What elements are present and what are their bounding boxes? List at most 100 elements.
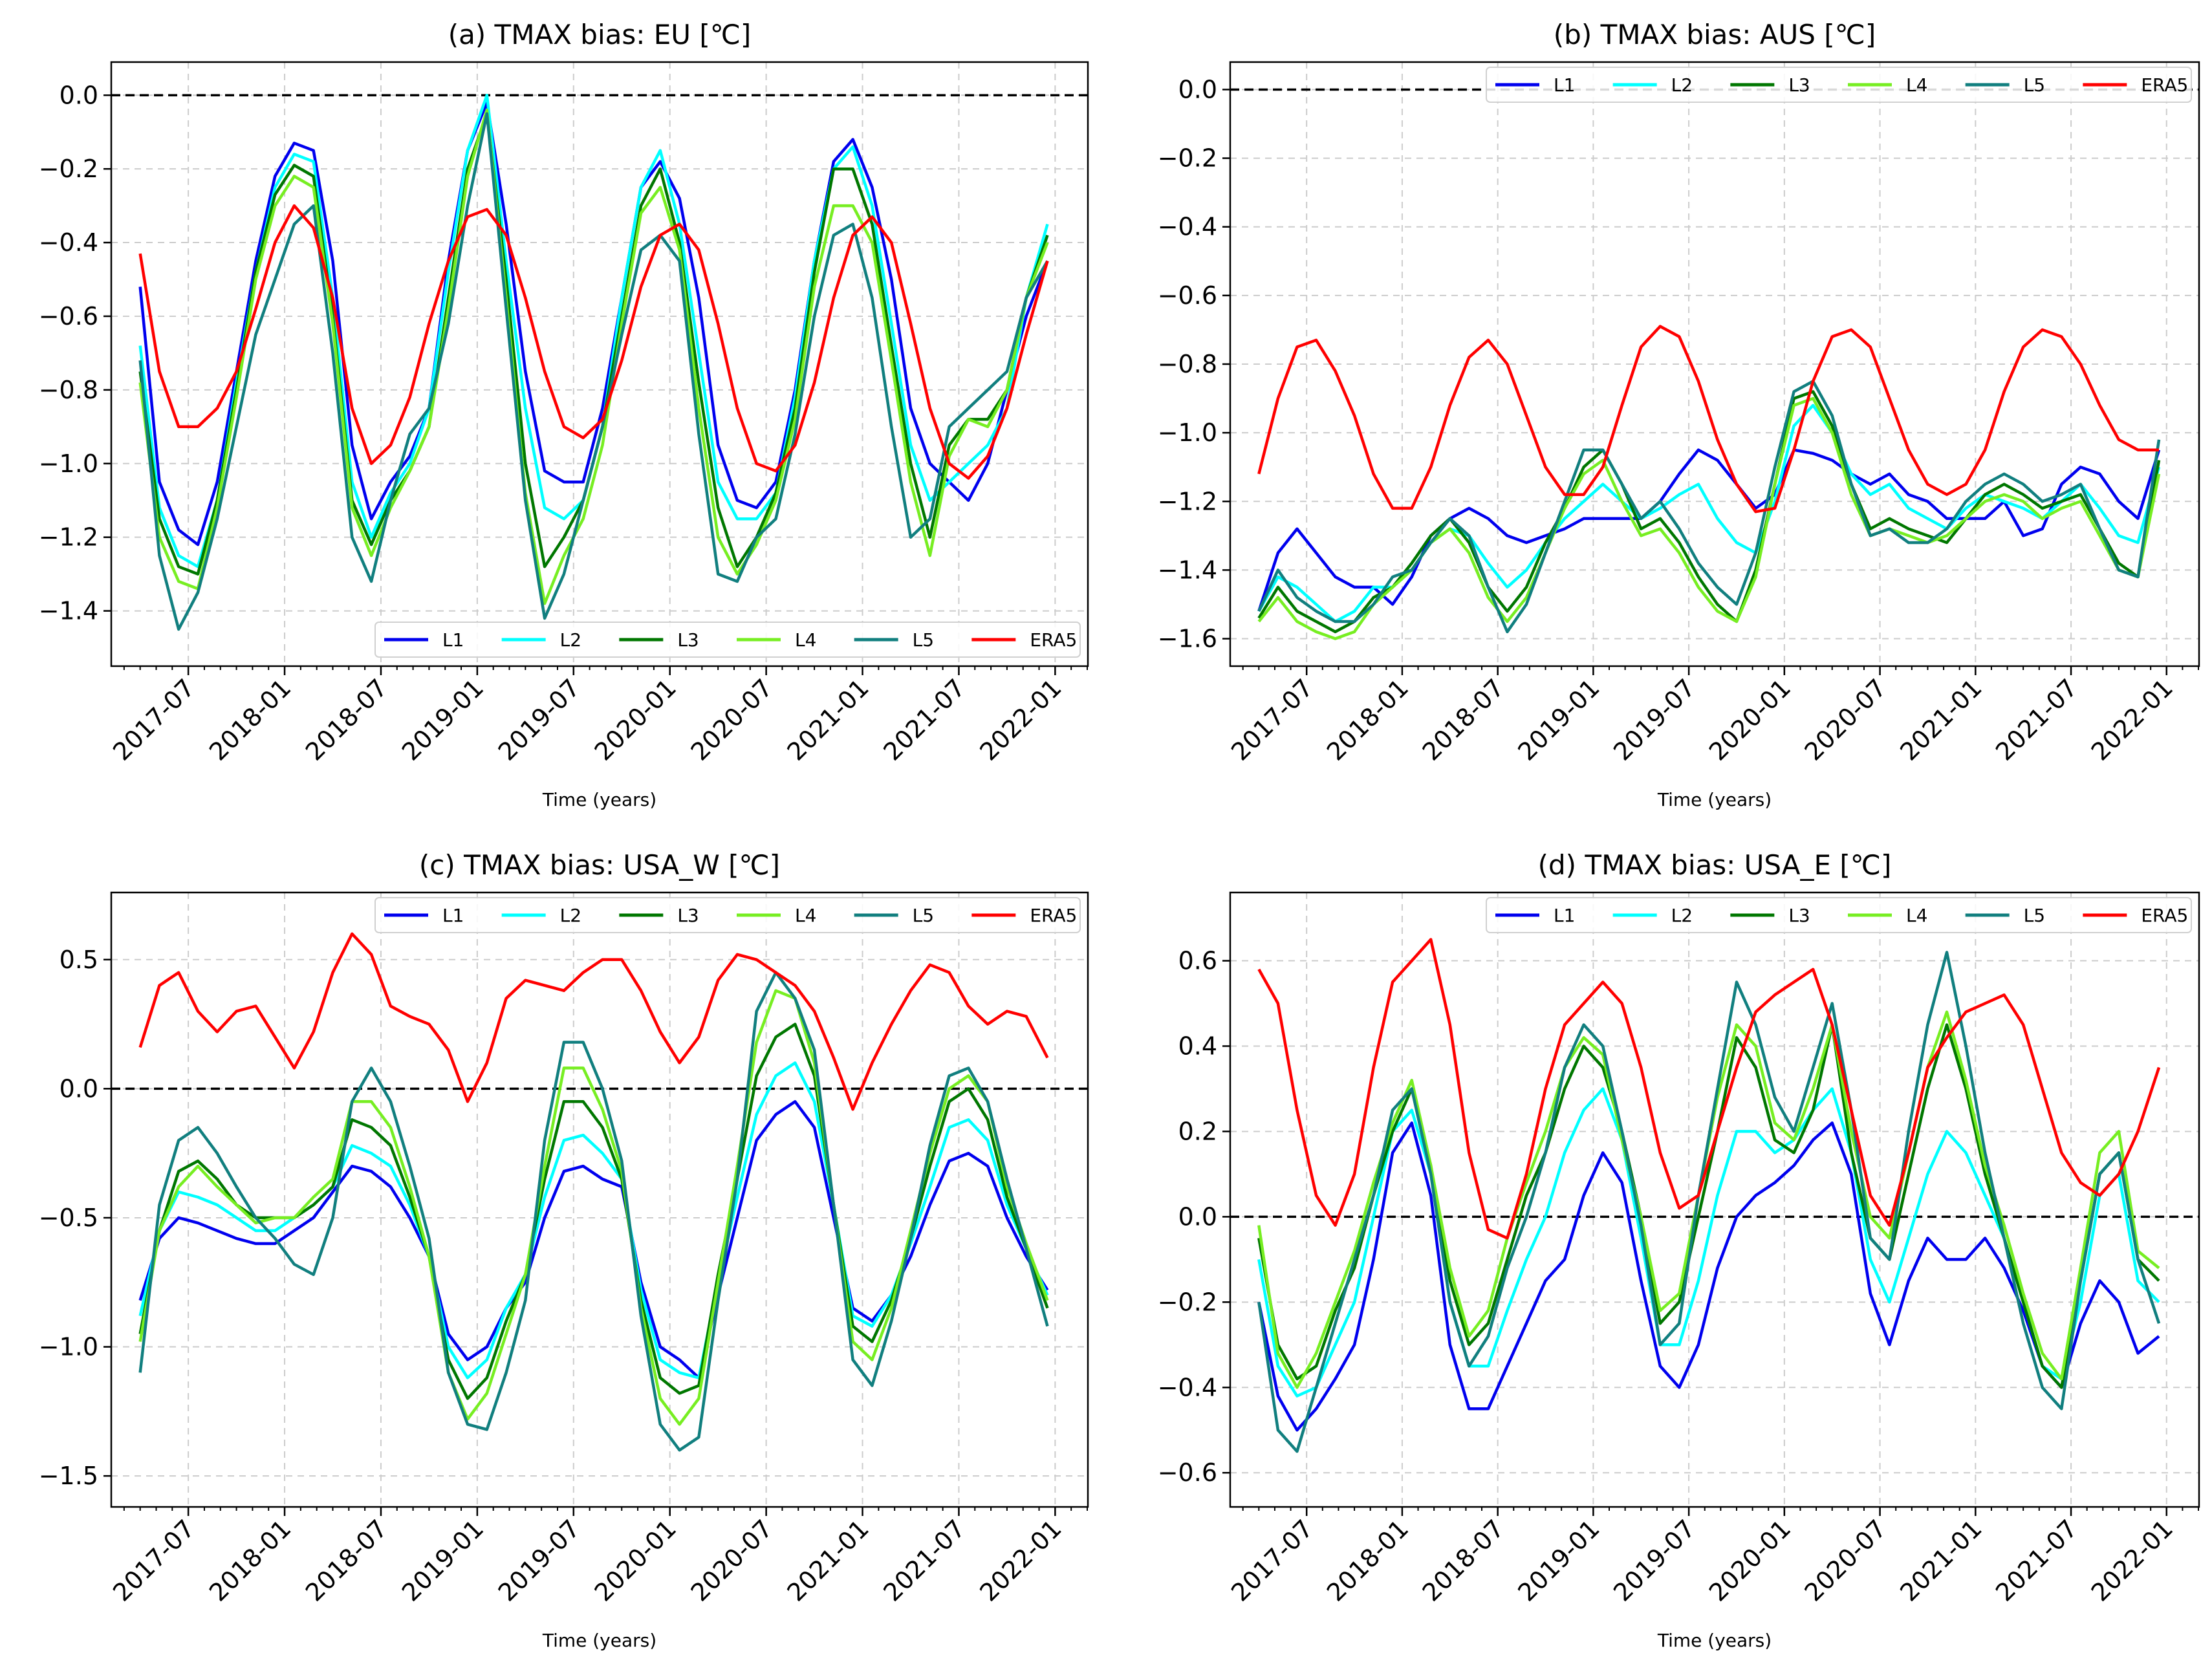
series-line-l5: [1257, 951, 2161, 1453]
legend-label-l4: L4: [1906, 905, 1927, 926]
y-tick-label: −1.6: [1158, 625, 1217, 653]
x-tick-label: 2018-07: [300, 673, 393, 766]
y-tick-label: −0.8: [1158, 350, 1217, 378]
y-tick-label: −0.4: [39, 228, 98, 257]
x-axis-label: Time (years): [542, 1630, 656, 1651]
series-line-l2: [1257, 404, 2161, 623]
legend-label-era5: ERA5: [2141, 74, 2188, 96]
plot-frame: [110, 891, 1089, 1508]
y-tick-label: 0.0: [60, 81, 98, 109]
series-line-l4: [138, 108, 1049, 605]
x-tick-label: 2022-01: [2086, 1514, 2178, 1606]
x-tick-label: 2021-07: [1990, 1514, 2083, 1606]
legend: L1 L2 L3 L4 L5 ERA5: [374, 622, 1081, 658]
y-tick-label: 0.0: [1178, 75, 1217, 103]
legend-label-l1: L1: [1554, 905, 1575, 926]
legend-label-l5: L5: [913, 905, 934, 926]
panel-c: (c) TMAX bias: USA_W [℃] 0.5 0.0 −0.5 −1.0 −1…: [39, 849, 1089, 1651]
chart-title: (c) TMAX bias: USA_W [℃]: [419, 849, 780, 881]
y-tick-label: −1.0: [39, 1333, 98, 1361]
x-tick-label: 2017-07: [1226, 673, 1318, 766]
x-tick-label: 2018-01: [204, 1514, 296, 1606]
x-tick-label: 2021-01: [1894, 1514, 1987, 1606]
series-line-l1: [1257, 1121, 2160, 1432]
x-tick-label: 2021-07: [878, 673, 970, 766]
y-tick-label: −1.2: [39, 523, 98, 552]
x-tick-label: 2021-07: [1990, 673, 2083, 766]
x-tick-label: 2018-01: [204, 673, 296, 766]
legend-label-l1: L1: [442, 905, 464, 926]
panel-b: (b) TMAX bias: AUS [℃] 0.0 −0.2 −0.4 −0.6 −0.…: [1158, 19, 2200, 810]
legend-label-l2: L2: [1671, 74, 1693, 96]
gridlines: [1230, 62, 2199, 666]
legend-label-l2: L2: [1671, 905, 1693, 926]
chart-title: (a) TMAX bias: EU [℃]: [448, 19, 752, 50]
y-tick-label: −0.6: [39, 302, 98, 330]
legend-label-l5: L5: [2024, 905, 2045, 926]
series-line-era5: [138, 204, 1049, 480]
x-tick-label: 2019-07: [1608, 673, 1700, 766]
legend-label-era5: ERA5: [1030, 629, 1077, 651]
legend-box: [374, 622, 1081, 658]
y-tick-label: −0.2: [1158, 1288, 1217, 1316]
y-tick-label: −1.4: [1158, 556, 1217, 584]
y-tick-label: −1.0: [39, 449, 98, 478]
y-tick-label: −1.4: [39, 597, 98, 625]
x-tick-label: 2019-07: [493, 1514, 585, 1606]
series-line-l3: [1257, 390, 2161, 634]
legend: L1 L2 L3 L4 L5 ERA5: [1486, 897, 2192, 933]
series-line-l4: [1257, 1010, 2160, 1389]
x-axis-label: Time (years): [1657, 1630, 1772, 1651]
y-tick-label: −0.5: [39, 1204, 98, 1232]
x-tick-label: 2022-01: [2086, 673, 2178, 766]
plot-frame: [1229, 891, 2200, 1508]
x-tick-label: 2022-01: [974, 673, 1067, 766]
series-line-l3: [1257, 1023, 2160, 1389]
y-tick-label: −0.2: [39, 155, 98, 183]
x-tick-label: 2021-01: [782, 673, 874, 766]
y-tick-label: 0.0: [1178, 1202, 1217, 1231]
y-tick-label: −0.8: [39, 376, 98, 404]
legend-label-l4: L4: [1906, 74, 1927, 96]
x-tick-label: 2018-07: [300, 1514, 393, 1606]
series-line-era5: [138, 932, 1049, 1111]
y-tick-label: 0.6: [1178, 947, 1217, 975]
x-tick-label: 2021-07: [878, 1514, 970, 1606]
series-line-l4: [1257, 396, 2161, 640]
panel-a: (a) TMAX bias: EU [℃] 0.0 −0.2 −0.4 −0.6 −0.8…: [39, 19, 1089, 810]
legend-label-l2: L2: [560, 629, 581, 651]
y-tick-label: −1.2: [1158, 487, 1217, 515]
x-axis-label: Time (years): [1657, 789, 1772, 810]
series-line-l5: [138, 112, 1049, 631]
legend-label-l1: L1: [1554, 74, 1575, 96]
x-tick-label: 2020-01: [589, 673, 682, 766]
y-tick-label: −0.6: [1158, 281, 1217, 310]
series-line-l4: [138, 989, 1049, 1426]
legend-label-l1: L1: [442, 629, 464, 651]
x-tick-label: 2019-01: [396, 673, 489, 766]
y-tick-label: −0.4: [1158, 1373, 1217, 1401]
x-tick-label: 2018-01: [1321, 1514, 1414, 1606]
series-line-l5: [138, 971, 1049, 1452]
legend-label-era5: ERA5: [1030, 905, 1077, 926]
legend-label-l3: L3: [1788, 905, 1810, 926]
x-tick-label: 2019-07: [1608, 1514, 1700, 1606]
series-line-era5: [1257, 325, 2159, 514]
y-tick-label: −0.2: [1158, 144, 1217, 173]
legend: L1 L2 L3 L4 L5 ERA5: [374, 897, 1081, 933]
y-tick-label: −1.5: [39, 1462, 98, 1490]
x-tick-label: 2017-07: [107, 673, 200, 766]
x-tick-label: 2020-07: [1799, 673, 1892, 766]
gridlines: [1230, 892, 2199, 1507]
x-tick-label: 2021-01: [782, 1514, 874, 1606]
legend-box: [374, 897, 1081, 933]
legend-label-l3: L3: [1788, 74, 1810, 96]
x-tick-label: 2018-07: [1417, 1514, 1510, 1606]
legend-label-l5: L5: [2024, 74, 2045, 96]
gridlines: [111, 62, 1088, 666]
x-axis-label: Time (years): [542, 789, 656, 810]
panel-d: (d) TMAX bias: USA_E [℃] 0.6 0.4 0.2 0.0 −0.2…: [1158, 849, 2200, 1651]
x-tick-label: 2018-07: [1417, 673, 1510, 766]
y-tick-label: −0.6: [1158, 1458, 1217, 1487]
